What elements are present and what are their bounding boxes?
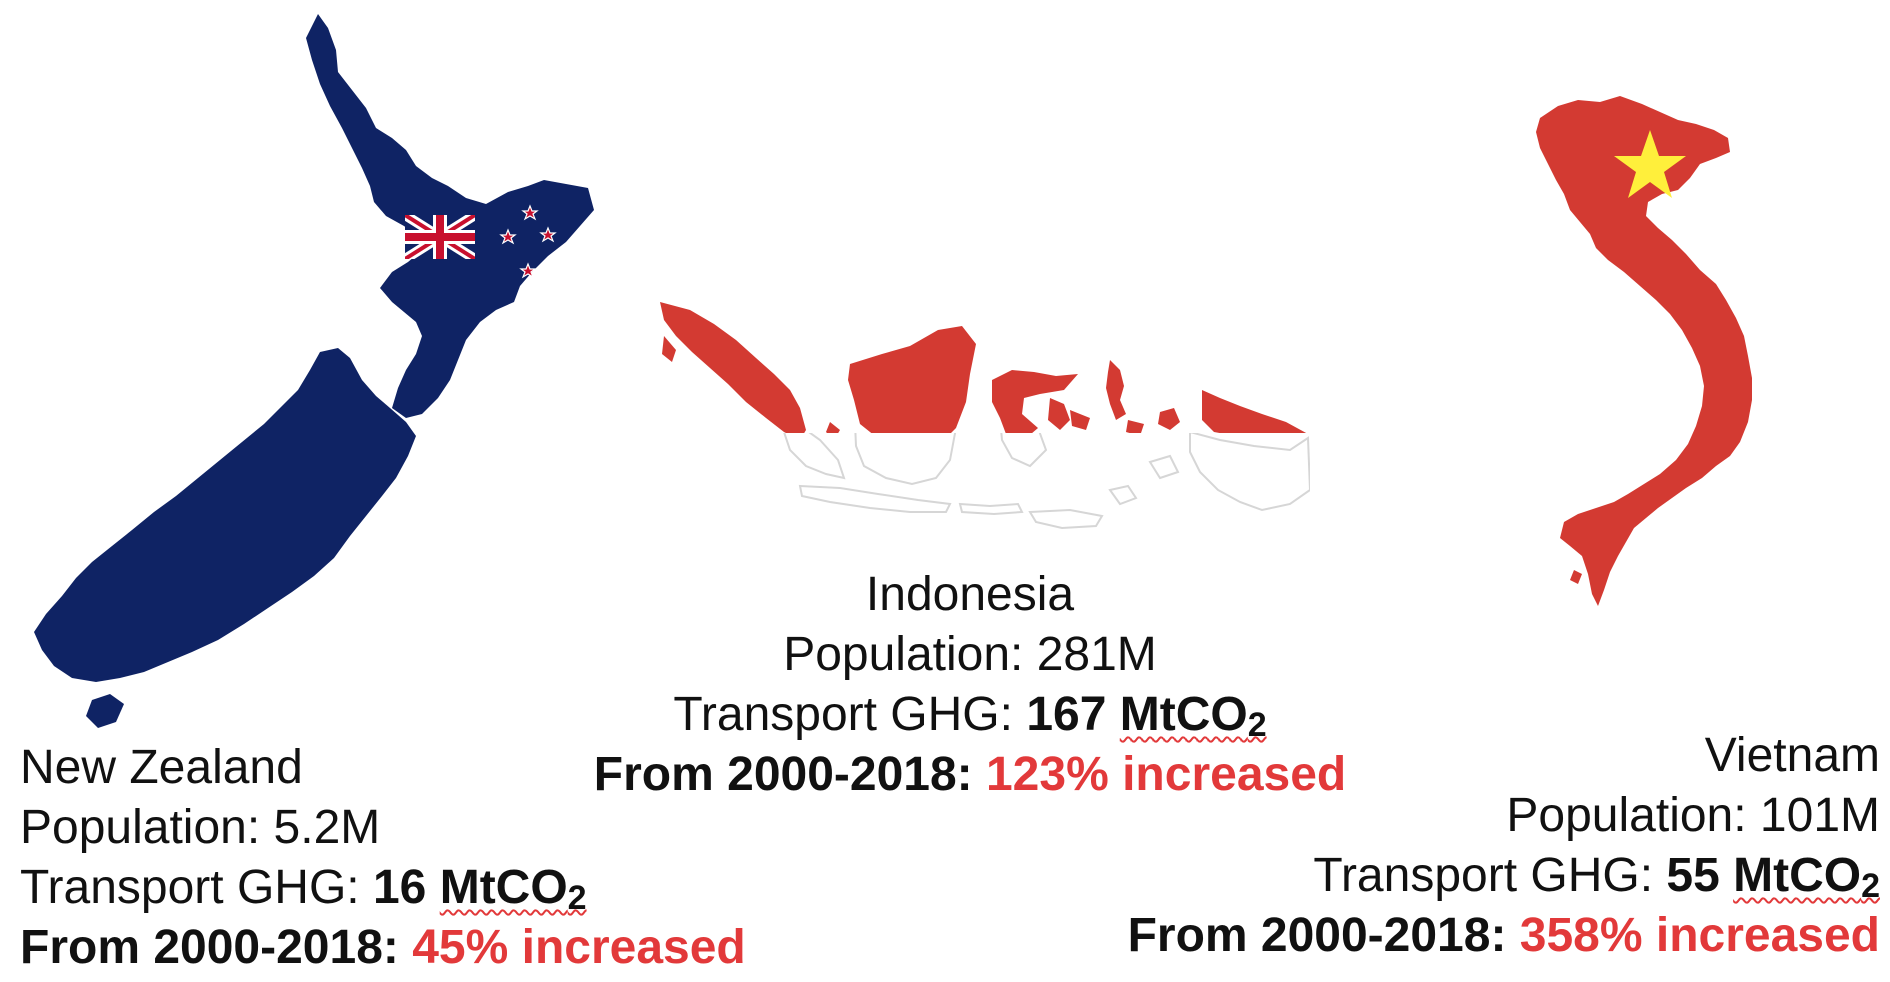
ghg-value: 16 <box>372 861 427 914</box>
country-name: Indonesia <box>865 568 1075 621</box>
ghg-value: 167 <box>1026 688 1107 741</box>
trend-value: 123% increased <box>985 748 1347 801</box>
trend-line: From 2000-2018: 358% increased <box>1127 909 1880 962</box>
new-zealand-map <box>20 10 620 730</box>
population-line: Population: 281M <box>783 628 1157 681</box>
population-line: Population: 101M <box>1506 789 1880 842</box>
transport-ghg-line: Transport GHG: 16 MtCO2 <box>20 861 587 917</box>
country-name: New Zealand <box>20 741 303 794</box>
indonesia-info: Indonesia Population: 281M Transport GHG… <box>590 565 1350 805</box>
southern-cross-stars-icon <box>499 204 557 279</box>
new-zealand-flag-map-shape <box>34 14 594 728</box>
ghg-unit: MtCO2 <box>439 861 587 917</box>
ghg-value: 55 <box>1666 849 1720 902</box>
new-zealand-stewart-island <box>86 694 124 728</box>
vietnam-island <box>1570 570 1582 584</box>
ghg-unit: MtCO2 <box>1119 688 1267 744</box>
transport-ghg-line: Transport GHG: 167 MtCO2 <box>673 688 1267 744</box>
star-icon <box>1614 130 1686 198</box>
indonesia-flag-red-half <box>660 302 1307 433</box>
vietnam-map <box>1530 90 1760 630</box>
indonesia-map <box>650 290 1310 540</box>
union-flag-icon <box>405 215 475 259</box>
trend-line: From 2000-2018: 123% increased <box>593 748 1347 801</box>
new-zealand-info: New Zealand Population: 5.2M Transport G… <box>20 738 746 978</box>
ghg-unit: MtCO2 <box>1733 849 1880 905</box>
indonesia-flag-white-half <box>783 433 1310 530</box>
country-name: Vietnam <box>1704 729 1880 782</box>
indonesia-flag-map-shape <box>660 302 1310 530</box>
transport-ghg-line: Transport GHG: 55 MtCO2 <box>1313 849 1880 905</box>
vietnam-flag-map-shape <box>1536 96 1752 606</box>
new-zealand-south-island <box>34 348 416 682</box>
population-line: Population: 5.2M <box>20 801 381 854</box>
trend-line: From 2000-2018: 45% increased <box>20 921 746 974</box>
trend-value: 358% increased <box>1519 909 1880 962</box>
vietnam-info: Vietnam Population: 101M Transport GHG: … <box>1128 726 1880 966</box>
trend-value: 45% increased <box>412 921 746 974</box>
vietnam-country-shape <box>1536 96 1752 606</box>
